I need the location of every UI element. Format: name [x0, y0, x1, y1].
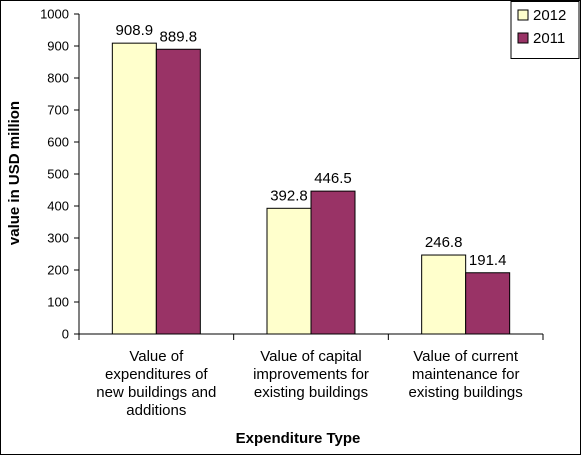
data-label-2011-1: 889.8 — [160, 28, 198, 45]
data-label-2011-3: 191.4 — [469, 252, 507, 269]
data-label-2012-3: 246.8 — [425, 234, 463, 251]
category-label-3: Value of current maintenance for existing … — [409, 348, 523, 401]
data-label-2011-2: 446.5 — [314, 170, 352, 187]
bar-2012-3 — [421, 254, 467, 335]
y-tick-label: 800 — [47, 71, 69, 86]
y-tick-label: 1000 — [40, 7, 69, 22]
bar-2011-1 — [155, 48, 201, 335]
bar-2012-1 — [111, 42, 157, 335]
y-tick-label: 300 — [47, 231, 69, 246]
y-tick-label: 700 — [47, 103, 69, 118]
y-tick-label: 600 — [47, 135, 69, 150]
legend-label-2011: 2011 — [533, 30, 565, 47]
legend: 2012 2011 — [510, 1, 580, 59]
bars — [111, 42, 511, 335]
bar-2012-2 — [266, 207, 312, 335]
y-tick-label: 100 — [47, 295, 69, 310]
legend-label-2012: 2012 — [533, 7, 566, 24]
y-tick-label: 400 — [47, 199, 69, 214]
y-axis-title: value in USD million — [6, 101, 23, 245]
x-axis-title: Expenditure Type — [236, 430, 361, 447]
legend-swatch-2012 — [517, 9, 529, 21]
category-label-1: Value of expenditures of new buildings and… — [96, 348, 216, 419]
legend-box — [510, 1, 580, 59]
data-label-2012-1: 908.9 — [116, 22, 154, 39]
legend-swatch-2011 — [517, 32, 529, 44]
category-label-2: Value of capital improvements for existing… — [253, 348, 369, 401]
bar-2011-2 — [310, 190, 356, 335]
bar-2011-3 — [465, 272, 511, 335]
y-tick-label: 0 — [62, 327, 69, 342]
data-label-2012-2: 392.8 — [270, 187, 308, 204]
data-labels: 908.9 889.8 392.8 446.5 246.8 191.4 — [116, 22, 507, 269]
category-labels: Value of expenditures of new buildings and… — [96, 348, 523, 419]
y-tick-label: 500 — [47, 167, 69, 182]
y-tick-label: 900 — [47, 39, 69, 54]
y-tick-label: 200 — [47, 263, 69, 278]
